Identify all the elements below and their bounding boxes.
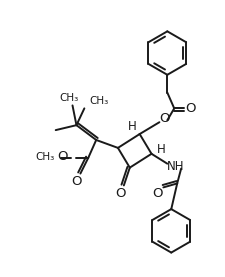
Text: O: O <box>185 102 195 115</box>
Text: O: O <box>71 175 82 188</box>
Text: O: O <box>159 112 170 125</box>
Text: CH₃: CH₃ <box>89 96 108 106</box>
Text: O: O <box>152 187 163 200</box>
Text: NH: NH <box>166 160 184 173</box>
Text: O: O <box>116 187 126 200</box>
Text: H: H <box>157 143 166 156</box>
Text: O: O <box>57 150 68 163</box>
Text: CH₃: CH₃ <box>36 152 55 162</box>
Text: CH₃: CH₃ <box>59 93 78 102</box>
Text: H: H <box>127 120 136 133</box>
